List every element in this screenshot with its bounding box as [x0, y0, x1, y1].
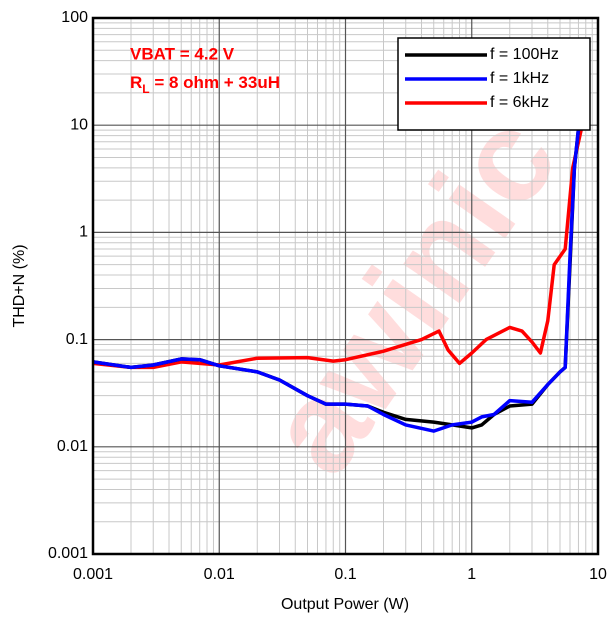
- legend-label: f = 1kHz: [490, 70, 549, 87]
- x-tick-label: 0.1: [334, 566, 356, 583]
- y-tick-label: 0.01: [57, 438, 88, 455]
- x-tick-label: 10: [589, 566, 607, 583]
- watermark: awinic: [238, 89, 586, 498]
- annotation-part: R: [130, 73, 142, 92]
- y-tick-label: 1: [79, 224, 88, 241]
- legend-label: f = 100Hz: [490, 46, 559, 63]
- x-tick-label: 0.001: [73, 566, 113, 583]
- y-tick-label: 100: [61, 9, 88, 26]
- series-line: [93, 82, 588, 370]
- legend-label: f = 6kHz: [490, 94, 549, 111]
- annotation: RL = 8 ohm + 33uH: [130, 73, 280, 96]
- y-axis-label: THD+N (%): [11, 244, 28, 327]
- annotation-part: = 8 ohm + 33uH: [150, 73, 280, 92]
- y-tick-label: 10: [70, 116, 88, 133]
- annotation-sub: L: [142, 82, 149, 96]
- y-tick-label: 0.001: [48, 545, 88, 562]
- x-tick-label: 0.01: [204, 566, 235, 583]
- series-line: [93, 92, 584, 433]
- y-tick-label: 0.1: [66, 331, 88, 348]
- x-tick-label: 1: [467, 566, 476, 583]
- plot-frame: [91, 16, 600, 556]
- annotation: VBAT = 4.2 V: [130, 44, 235, 63]
- x-axis-label: Output Power (W): [281, 596, 409, 613]
